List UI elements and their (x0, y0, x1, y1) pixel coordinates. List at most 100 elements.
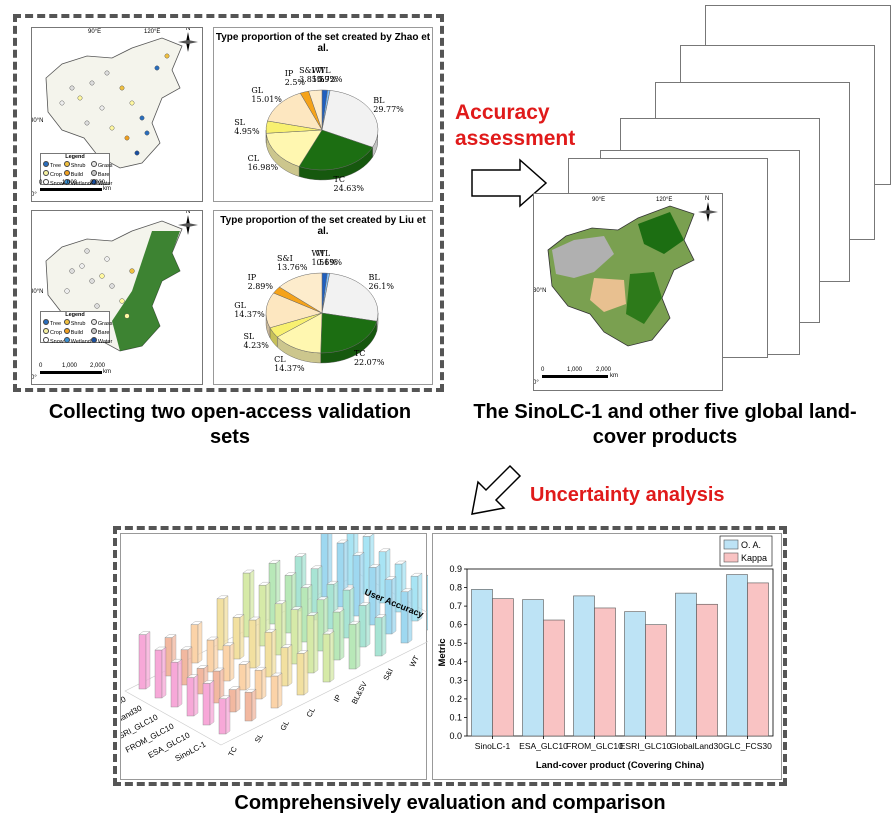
bar3d-bar (400, 588, 413, 644)
bar-oa (522, 599, 544, 737)
legend-label: Wetland (70, 181, 91, 187)
map-liu-scale-unit: km (103, 369, 111, 375)
legend-item: Water (90, 179, 113, 188)
bar3d-bar (238, 661, 251, 691)
y-tick-label: 0.9 (449, 564, 462, 574)
pie-label-value: 3.85% (299, 75, 325, 85)
pie-label-value: 14.37% (274, 363, 305, 373)
bar3d-bar (254, 666, 267, 700)
pie-label-S&I: S&I 13.76% (277, 254, 308, 272)
pie-label-SL: SL 4.95% (234, 118, 259, 136)
step-accuracy-assessment: Accuracy assessment (455, 101, 576, 150)
pie-chart-liu (265, 272, 379, 364)
legend-swatch-icon (90, 170, 97, 176)
legend-item: Snow (43, 337, 64, 346)
y-tick-label: 0.7 (449, 601, 462, 611)
bar-kappa (645, 624, 667, 737)
pie-label-WL: WL 0.72% (317, 66, 342, 84)
bar3d-bar (228, 686, 241, 713)
pie-label-code: TC (353, 348, 366, 358)
legend-item: Wetland (63, 337, 91, 346)
legend-item: Water (90, 337, 113, 346)
validation-points-zhao (59, 53, 170, 156)
down-left-arrow-icon (471, 464, 522, 515)
bar3d-bar (306, 612, 319, 674)
legend-label: Water (97, 339, 113, 345)
legend-item: Build (63, 170, 91, 179)
pie-label-WL: WL 0.69% (317, 249, 342, 267)
legend-series-name: O. A. (741, 540, 761, 550)
bar3d-class-label: TC (226, 745, 239, 759)
product-map-sinolc: 90°E 120°E 30°N 0° 0 1,000 2,000 km N (533, 193, 723, 391)
map-zhao: 90°E 120°E 30°N 0° Legend Tree Shrub Grass… (31, 27, 203, 202)
pie-label-IP: IP 2.89% (248, 273, 273, 291)
map-zhao-scale-2000: 2,000 (90, 180, 106, 186)
pie-label-value: 16.98% (247, 163, 279, 173)
pie-label-code: WL (317, 66, 331, 76)
legend-items: Tree Shrub Grass Crop Build Bare Snow Wetland Wa… (41, 161, 113, 188)
bar3d-bar (190, 621, 203, 664)
map-liu: 30°N 0° Legend Tree Shrub Grass Crop Build Ba… (31, 210, 203, 385)
map-zhao-scale-1000: 1,000 (62, 180, 78, 186)
legend-label: Shrub (70, 163, 86, 169)
x-tick-label: GLC_FCS30 (723, 741, 772, 751)
legend-label: Crop (50, 172, 62, 178)
map-liu-scale-2000: 2,000 (90, 363, 106, 369)
y-tick-label: 0.4 (449, 657, 462, 667)
map-zhao-scale-unit: km (103, 186, 111, 192)
caption-validation-sets: Collecting two open-access validation se… (48, 401, 412, 448)
y-tick-label: 0.2 (449, 694, 462, 704)
bar3d-bar (218, 695, 231, 735)
legend-label: Wetland (70, 339, 91, 345)
legend-swatch-icon (43, 337, 49, 343)
pie-slice-S&I (278, 272, 323, 314)
legend-swatch-icon (43, 161, 49, 167)
bar3d-bar (296, 650, 309, 696)
legend-swatch-icon (43, 328, 49, 334)
map-liu-scale-0: 0 (39, 363, 43, 369)
bar3d-bar (358, 602, 371, 648)
legend-label: Bare (97, 330, 110, 336)
x-tick-label: ESRI_GLC10 (620, 741, 672, 751)
sinolc-lon-120: 120°E (656, 197, 673, 203)
bar3d-bar (216, 595, 229, 651)
legend-swatch-icon (90, 319, 97, 325)
map-liu-north: N (186, 210, 191, 215)
pie-label-code: S&I (276, 254, 293, 264)
bar3d-bar (206, 636, 219, 673)
bar-kappa (594, 607, 616, 737)
pie-label-value: 0.72% (317, 75, 343, 85)
pie-slice-GL (265, 292, 323, 329)
legend-label: Snow (50, 339, 64, 345)
legend-label: Tree (50, 321, 62, 327)
map-zhao-lat-0: 0° (31, 192, 37, 198)
legend-item: Shrub (63, 161, 91, 170)
pie-label-BL: BL 26.1% (369, 273, 394, 291)
bar3d-bar (212, 667, 225, 704)
legend-series-name: Kappa (741, 553, 767, 563)
pie-label-value: 26.1% (368, 281, 394, 291)
bar3d-bar (368, 564, 381, 626)
pie-label-WT: WT 1.59% (312, 66, 337, 84)
pie-slice-GL (267, 92, 323, 131)
pie-label-value: 15.01% (251, 94, 282, 104)
legend-label: Snow (50, 181, 64, 187)
legend-item: Shrub (63, 319, 91, 328)
legend-item: Crop (43, 328, 64, 337)
pie-label-code: CL (274, 354, 286, 364)
pie-label-CL: CL 16.98% (248, 154, 279, 172)
bar3d-bar (348, 620, 361, 670)
pie-label-CL: CL 14.37% (274, 355, 305, 373)
legend-label: Grass (97, 163, 113, 169)
sinolc-north: N (705, 196, 710, 202)
y-tick-label: 0.5 (449, 638, 462, 648)
pie-slice-CL (265, 129, 323, 167)
map-liu-svg (45, 220, 183, 352)
pie-label-value: 4.23% (243, 341, 269, 351)
pie-label-code: WT (311, 249, 326, 259)
pie-label-code: WT (311, 66, 326, 76)
chart-legend: O. A. Kappa (719, 535, 773, 567)
map-liu-lat-30: 30°N (31, 289, 44, 295)
bar3d-bar (274, 600, 287, 656)
pie-label-value: 13.76% (276, 263, 308, 273)
